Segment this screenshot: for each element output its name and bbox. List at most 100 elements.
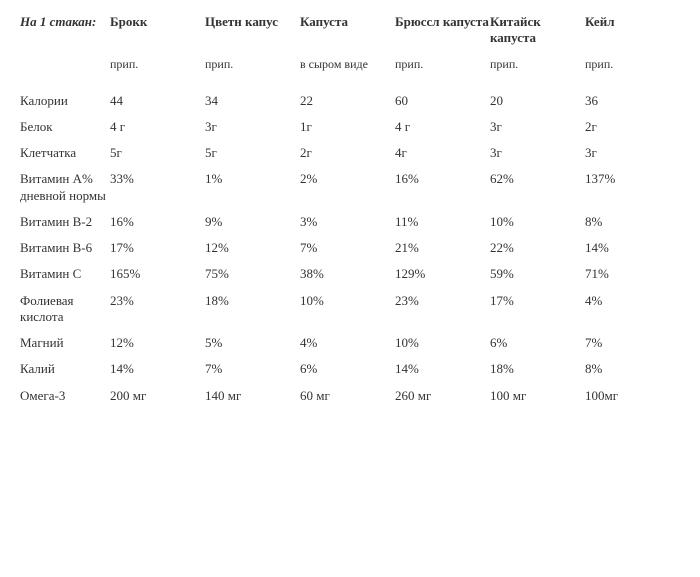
column-prep: прип. bbox=[490, 57, 585, 88]
cell-value: 4 г bbox=[395, 114, 490, 140]
cell-value: 4 г bbox=[110, 114, 205, 140]
corner-label: На 1 стакан: bbox=[20, 14, 110, 57]
cell-value: 5% bbox=[205, 330, 300, 356]
row-label: Витамин B-6 bbox=[20, 235, 110, 261]
column-header: Капуста bbox=[300, 14, 395, 57]
cell-value: 17% bbox=[110, 235, 205, 261]
cell-value: 6% bbox=[490, 330, 585, 356]
table-row: Омега-3200 мг140 мг60 мг260 мг100 мг100м… bbox=[20, 383, 680, 409]
cell-value: 44 bbox=[110, 88, 205, 114]
cell-value: 75% bbox=[205, 261, 300, 287]
cell-value: 23% bbox=[110, 288, 205, 331]
cell-value: 14% bbox=[395, 356, 490, 382]
row-label: Витамин B-2 bbox=[20, 209, 110, 235]
row-label: Калий bbox=[20, 356, 110, 382]
cell-value: 14% bbox=[585, 235, 680, 261]
cell-value: 7% bbox=[585, 330, 680, 356]
cell-value: 9% bbox=[205, 209, 300, 235]
cell-value: 5г bbox=[205, 140, 300, 166]
cell-value: 18% bbox=[205, 288, 300, 331]
cell-value: 4% bbox=[300, 330, 395, 356]
cell-value: 23% bbox=[395, 288, 490, 331]
table-row: Витамин А% дневной нормы33%1%2%16%62%137… bbox=[20, 166, 680, 209]
cell-value: 10% bbox=[300, 288, 395, 331]
cell-value: 16% bbox=[395, 166, 490, 209]
cell-value: 140 мг bbox=[205, 383, 300, 409]
cell-value: 3% bbox=[300, 209, 395, 235]
cell-value: 3г bbox=[585, 140, 680, 166]
column-header: Цветн капус bbox=[205, 14, 300, 57]
cell-value: 12% bbox=[205, 235, 300, 261]
table-prep-row: прип.прип.в сыром видеприп.прип.прип. bbox=[20, 57, 680, 88]
column-header: Брюссл капуста bbox=[395, 14, 490, 57]
cell-value: 5г bbox=[110, 140, 205, 166]
cell-value: 1г bbox=[300, 114, 395, 140]
cell-value: 2% bbox=[300, 166, 395, 209]
cell-value: 21% bbox=[395, 235, 490, 261]
row-label: Фолиевая кислота bbox=[20, 288, 110, 331]
cell-value: 18% bbox=[490, 356, 585, 382]
cell-value: 8% bbox=[585, 209, 680, 235]
cell-value: 7% bbox=[300, 235, 395, 261]
cell-value: 34 bbox=[205, 88, 300, 114]
table-body: Калории443422602036Белок4 г3г1г4 г3г2гКл… bbox=[20, 88, 680, 409]
cell-value: 22 bbox=[300, 88, 395, 114]
cell-value: 137% bbox=[585, 166, 680, 209]
cell-value: 3г bbox=[205, 114, 300, 140]
table-row: Витамин B-617%12%7%21%22%14% bbox=[20, 235, 680, 261]
cell-value: 60 мг bbox=[300, 383, 395, 409]
cell-value: 20 bbox=[490, 88, 585, 114]
row-label: Белок bbox=[20, 114, 110, 140]
row-label: Магний bbox=[20, 330, 110, 356]
column-prep: в сыром виде bbox=[300, 57, 395, 88]
cell-value: 200 мг bbox=[110, 383, 205, 409]
cell-value: 12% bbox=[110, 330, 205, 356]
column-prep: прип. bbox=[110, 57, 205, 88]
table-header-row: На 1 стакан: БроккЦветн капусКапустаБрюс… bbox=[20, 14, 680, 57]
column-header: Кейл bbox=[585, 14, 680, 57]
cell-value: 59% bbox=[490, 261, 585, 287]
cell-value: 3г bbox=[490, 140, 585, 166]
cell-value: 4% bbox=[585, 288, 680, 331]
cell-value: 10% bbox=[490, 209, 585, 235]
cell-value: 6% bbox=[300, 356, 395, 382]
row-label: Витамин А% дневной нормы bbox=[20, 166, 110, 209]
table-row: Клетчатка5г5г2г4г3г3г bbox=[20, 140, 680, 166]
cell-value: 100мг bbox=[585, 383, 680, 409]
cell-value: 2г bbox=[300, 140, 395, 166]
cell-value: 8% bbox=[585, 356, 680, 382]
nutrition-table: На 1 стакан: БроккЦветн капусКапустаБрюс… bbox=[20, 14, 680, 409]
cell-value: 33% bbox=[110, 166, 205, 209]
cell-value: 22% bbox=[490, 235, 585, 261]
cell-value: 260 мг bbox=[395, 383, 490, 409]
row-label: Витамин C bbox=[20, 261, 110, 287]
cell-value: 36 bbox=[585, 88, 680, 114]
cell-value: 60 bbox=[395, 88, 490, 114]
cell-value: 165% bbox=[110, 261, 205, 287]
cell-value: 10% bbox=[395, 330, 490, 356]
cell-value: 1% bbox=[205, 166, 300, 209]
column-header: Брокк bbox=[110, 14, 205, 57]
column-header: Китайск капуста bbox=[490, 14, 585, 57]
cell-value: 7% bbox=[205, 356, 300, 382]
table-row: Белок4 г3г1г4 г3г2г bbox=[20, 114, 680, 140]
column-prep: прип. bbox=[395, 57, 490, 88]
cell-value: 2г bbox=[585, 114, 680, 140]
cell-value: 71% bbox=[585, 261, 680, 287]
cell-value: 62% bbox=[490, 166, 585, 209]
cell-value: 129% bbox=[395, 261, 490, 287]
table-row: Витамин B-216%9%3%11%10%8% bbox=[20, 209, 680, 235]
cell-value: 100 мг bbox=[490, 383, 585, 409]
row-label: Калории bbox=[20, 88, 110, 114]
table-row: Калий14%7%6%14%18%8% bbox=[20, 356, 680, 382]
table-row: Магний12%5%4%10%6%7% bbox=[20, 330, 680, 356]
cell-value: 3г bbox=[490, 114, 585, 140]
cell-value: 11% bbox=[395, 209, 490, 235]
table-row: Витамин C165%75%38%129%59%71% bbox=[20, 261, 680, 287]
table-row: Фолиевая кислота23%18%10%23%17%4% bbox=[20, 288, 680, 331]
table-row: Калории443422602036 bbox=[20, 88, 680, 114]
row-label: Клетчатка bbox=[20, 140, 110, 166]
cell-value: 4г bbox=[395, 140, 490, 166]
cell-value: 14% bbox=[110, 356, 205, 382]
row-label: Омега-3 bbox=[20, 383, 110, 409]
